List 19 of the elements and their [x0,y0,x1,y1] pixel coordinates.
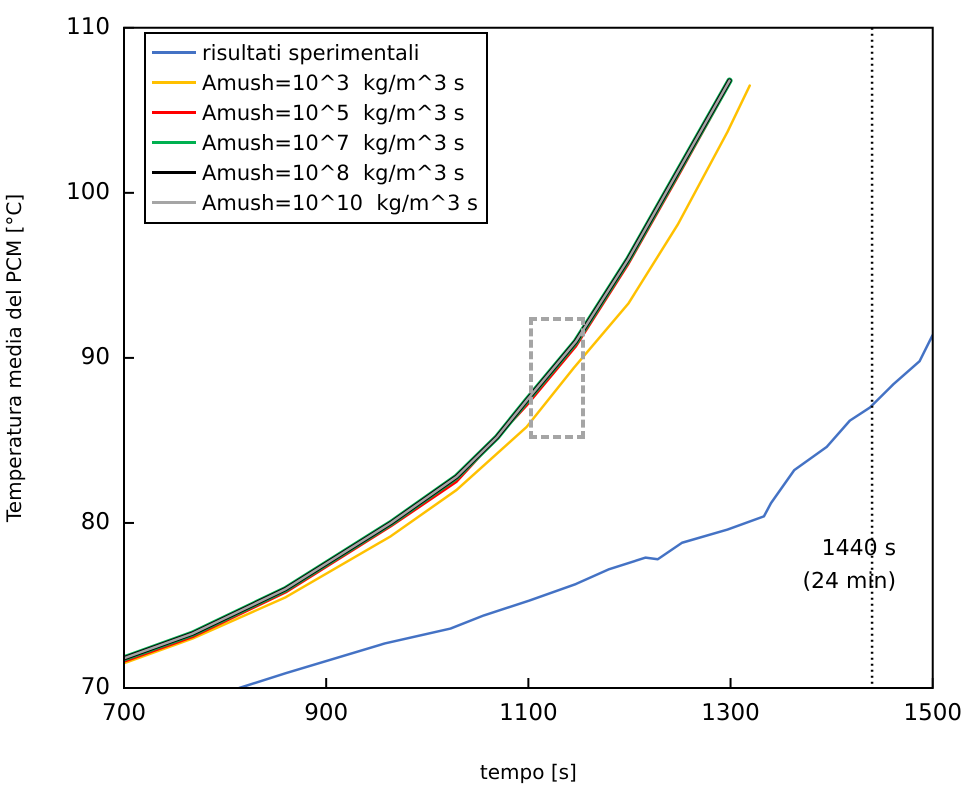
x-tick-label: 900 [304,700,348,726]
x-tick-label: 1300 [701,700,760,726]
x-tick-label: 1100 [499,700,558,726]
legend-label: Amush=10^10 kg/m^3 s [202,190,478,215]
x-axis-title: tempo [s] [480,760,577,784]
y-tick-label: 90 [80,344,110,370]
legend-label: Amush=10^8 kg/m^3 s [202,160,465,185]
legend-label: risultati sperimentali [202,40,420,65]
y-tick-label: 110 [66,14,110,40]
x-tick-label: 1500 [903,700,962,726]
legend-label: Amush=10^7 kg/m^3 s [202,130,465,155]
legend-label: Amush=10^3 kg/m^3 s [202,70,465,95]
y-axis-title: Temperatura media del PCM [°C] [2,194,26,524]
y-tick-label: 100 [66,178,110,205]
legend-label: Amush=10^5 kg/m^3 s [202,100,465,125]
y-tick-label: 70 [80,674,110,700]
ref-line-label: 1440 s (24 min) [802,536,896,594]
y-tick-label: 80 [80,508,110,535]
x-tick-label: 700 [102,700,146,726]
